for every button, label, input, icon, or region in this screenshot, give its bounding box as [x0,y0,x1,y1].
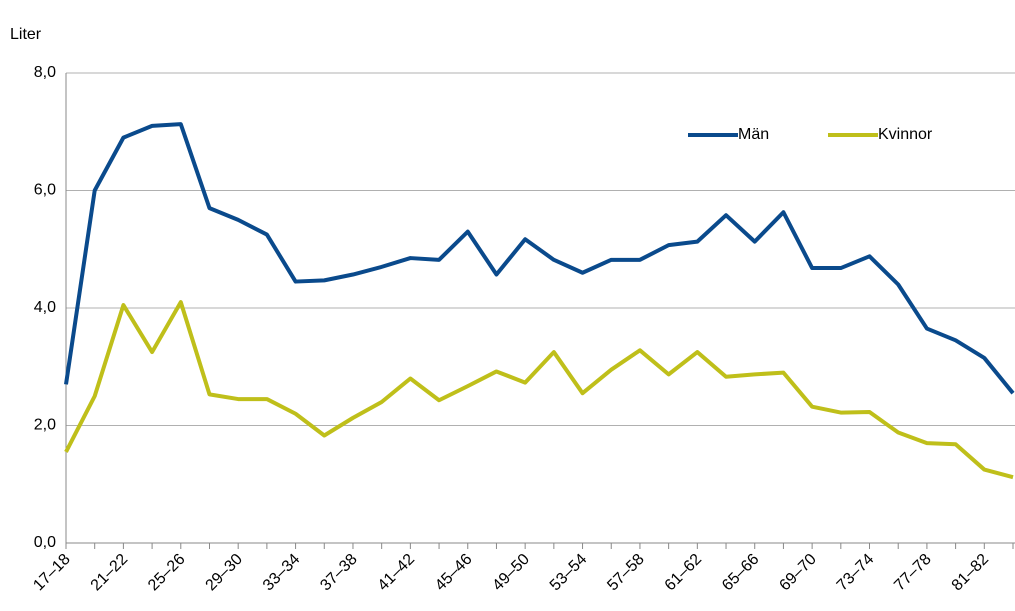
x-tick-label: 37–38 [317,551,361,595]
x-tick-label: 81–82 [949,551,993,595]
y-tick-label: 4,0 [34,299,56,316]
y-tick-label: 2,0 [34,417,56,434]
y-axis-label: Liter [10,26,42,43]
x-tick-label: 73–74 [834,551,878,595]
y-tick-label: 8,0 [34,64,56,81]
x-tick-label: 29–30 [203,551,247,595]
x-tick-label: 49–50 [489,551,533,595]
series-line [64,300,1014,480]
x-tick-label: 61–62 [662,551,706,595]
y-tick-label: 6,0 [34,182,56,199]
x-tick-label: 25–26 [145,551,189,595]
x-tick-label: 77–78 [891,551,935,595]
x-tick-label: 21–22 [88,551,132,595]
legend-label: Kvinnor [878,126,933,143]
x-tick-label: 17–18 [30,551,74,595]
x-tick-label: 57–58 [604,551,648,595]
x-tick-label: 33–34 [260,551,304,595]
legend-label: Män [738,126,769,143]
x-tick-label: 45–46 [432,551,476,595]
x-tick-label: 69–70 [776,551,820,595]
x-tick-label: 53–54 [547,551,591,595]
x-tick-label: 65–66 [719,551,763,595]
series-line [64,122,1015,395]
y-tick-label: 0,0 [34,534,56,551]
x-tick-label: 41–42 [375,551,419,595]
